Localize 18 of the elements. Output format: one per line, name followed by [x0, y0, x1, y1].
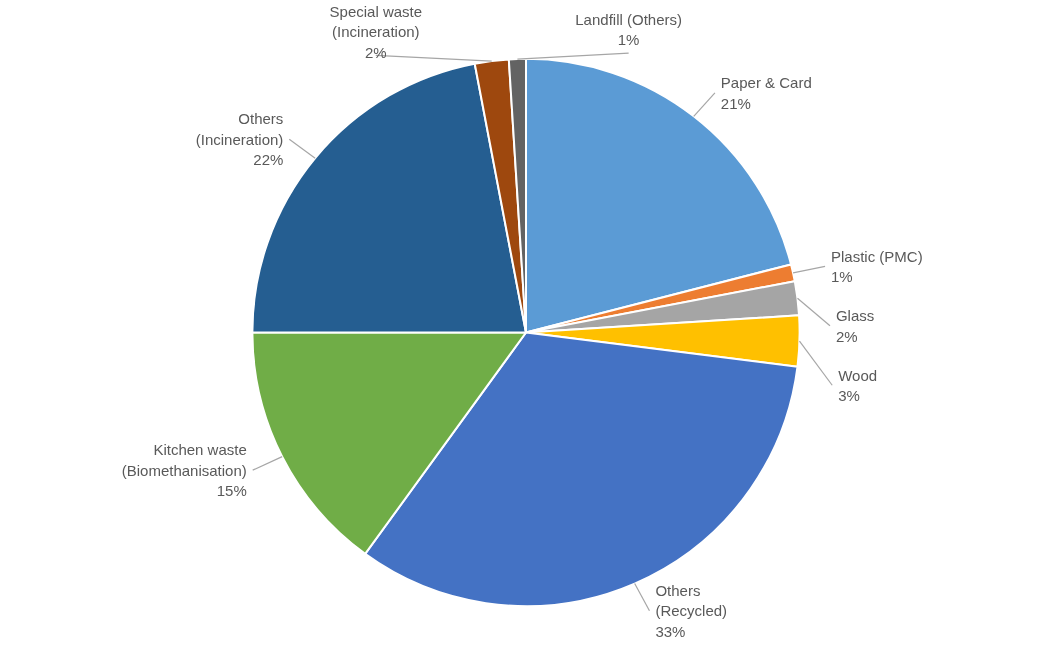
data-label: 15% — [216, 482, 247, 500]
slice-label: Landfill (Others) — [575, 10, 682, 28]
data-label: 22% — [253, 151, 284, 169]
data-label: 2% — [835, 327, 858, 345]
slice-label: Others (Recycled) — [655, 581, 728, 620]
data-label: 1% — [617, 31, 640, 49]
slice-label: Wood — [838, 366, 878, 384]
data-label: 1% — [830, 268, 853, 286]
slice-label: Paper & Card — [720, 74, 812, 92]
data-label: 2% — [364, 43, 387, 61]
data-label: 33% — [655, 622, 686, 640]
slice-label: Special waste (Incineration) — [329, 2, 423, 41]
data-label: 3% — [838, 386, 860, 404]
slice-label: Plastic (PMC) — [830, 247, 923, 265]
slice-label: Glass — [835, 307, 875, 325]
data-label: 21% — [720, 94, 751, 112]
slice-label: Others (Incineration) — [195, 110, 284, 148]
slice-label: Kitchen waste (Biomethanisation) — [121, 441, 247, 479]
